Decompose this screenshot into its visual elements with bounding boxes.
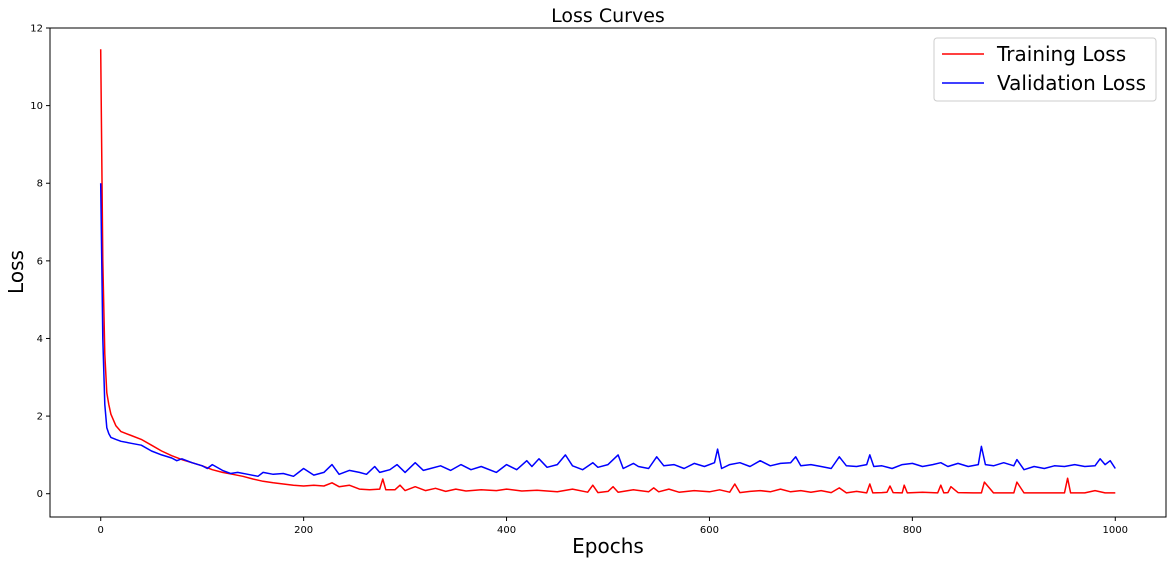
y-tick-label: 4 — [37, 334, 43, 345]
x-tick-label: 600 — [700, 525, 719, 536]
y-axis-label: Loss — [4, 250, 28, 294]
x-tick-label: 1000 — [1103, 525, 1128, 536]
chart-title: Loss Curves — [551, 5, 665, 27]
legend-label-training: Training Loss — [996, 42, 1126, 66]
x-axis-label: Epochs — [572, 534, 644, 558]
y-tick-label: 6 — [37, 256, 43, 267]
series-line-validation-loss — [99, 183, 1116, 478]
y-tick-label: 2 — [37, 412, 43, 423]
x-tick-label: 200 — [294, 525, 313, 536]
plot-area: 0 200 400 600 800 1000 0 2 4 6 8 10 12 — [30, 24, 1167, 536]
y-tick-label: 8 — [37, 179, 43, 190]
plot-frame — [49, 27, 1167, 518]
x-axis-ticks: 0 200 400 600 800 1000 — [98, 517, 1128, 536]
series-layer — [99, 49, 1116, 494]
legend-label-validation: Validation Loss — [997, 71, 1146, 95]
x-tick-label: 0 — [98, 525, 104, 536]
series-line-training-loss — [99, 49, 1116, 494]
legend-box — [933, 37, 1157, 102]
x-tick-label: 800 — [903, 525, 922, 536]
legend: Training Loss Validation Loss — [933, 37, 1157, 102]
y-tick-label: 10 — [30, 101, 43, 112]
y-tick-label: 12 — [30, 24, 43, 35]
x-tick-label: 400 — [497, 525, 516, 536]
y-tick-label: 0 — [37, 489, 43, 500]
y-axis-ticks: 0 2 4 6 8 10 12 — [30, 24, 50, 500]
